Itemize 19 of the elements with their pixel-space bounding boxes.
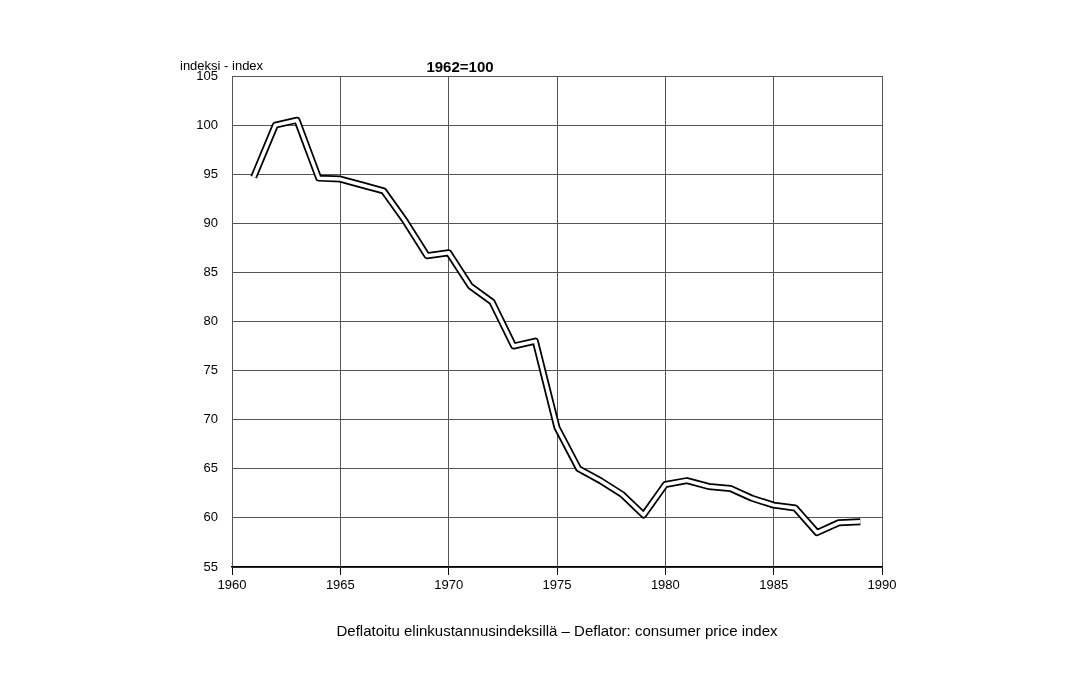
x-tick-label: 1960 [217,577,247,593]
y-tick-label: 65 [203,460,218,476]
x-tick-label: 1985 [759,577,789,593]
y-tick-label: 95 [203,165,218,181]
x-tick-label: 1970 [434,577,464,593]
x-tick-label: 1965 [325,577,355,593]
x-tick-label: 1980 [650,577,680,593]
x-tick-label: 1990 [867,577,897,593]
text: Deflatoitu elinkustannusindeksillä – Deflator: consumer price index [335,622,779,639]
y-tick-label: 85 [203,263,218,279]
y-tick-label: 55 [203,558,218,574]
y-tick-label: 70 [203,411,218,427]
x-tick-label: 1975 [542,577,572,593]
y-tick-label: 60 [203,509,218,525]
y-tick-label: 100 [196,116,218,132]
y-tick-label: 75 [203,362,218,378]
y-tick-label: 90 [203,214,218,230]
y-tick-label: 80 [203,313,218,329]
chart-title: 1962=100 [425,58,495,75]
